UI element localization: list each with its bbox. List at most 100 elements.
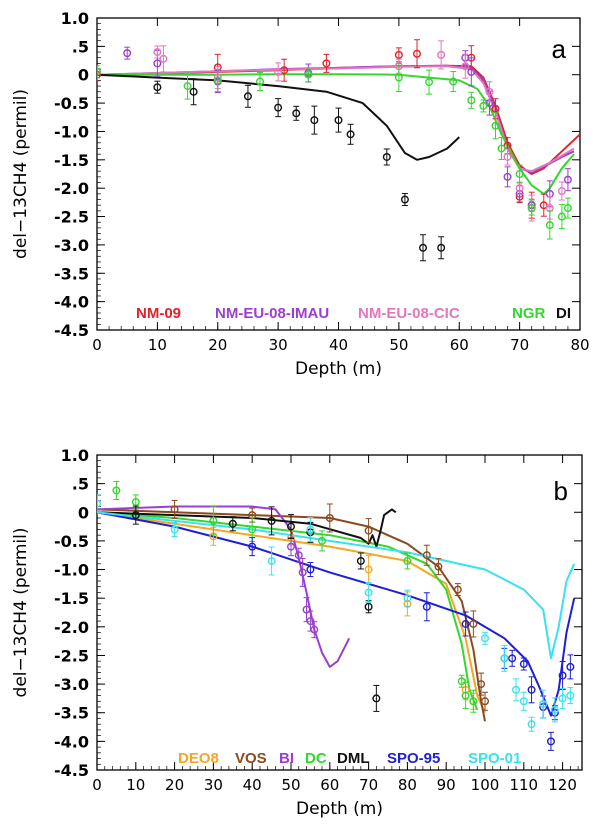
y-tick-label: -4.5: [54, 321, 89, 340]
y-tick-label: 0: [78, 66, 89, 85]
data-point: [287, 542, 296, 551]
data-point: [183, 82, 192, 91]
data-point: [515, 184, 524, 193]
data-point: [346, 130, 355, 139]
data-point: [274, 67, 283, 76]
y-tick-label: -1.0: [54, 561, 89, 580]
data-point: [382, 152, 391, 161]
y-tick-label: -3.0: [54, 236, 89, 255]
series-line-spo-95: [97, 511, 576, 717]
data-point: [422, 551, 431, 560]
data-point: [356, 556, 365, 565]
y-tick-label: -1.5: [54, 589, 89, 608]
data-point: [545, 221, 554, 230]
data-point: [558, 671, 567, 680]
y-tick-label: -0.5: [54, 94, 89, 113]
data-point: [503, 152, 512, 161]
data-point: [97, 499, 101, 508]
data-point: [131, 511, 140, 520]
x-tick-label: 20: [208, 336, 227, 354]
data-point: [563, 204, 572, 213]
data-point: [491, 121, 500, 130]
y-tick-label: -4.5: [54, 761, 89, 780]
data-point: [527, 720, 536, 729]
data-point: [274, 103, 283, 112]
y-tick-label: -0.5: [54, 532, 89, 551]
chart-panel-a: 1.0 .5 0 -0.5 -1.0 -1.5 -2.0 -2.5 -3.0 -3.5 -4.0 -4…: [0, 0, 611, 410]
data-point: [287, 522, 296, 531]
data-point: [515, 169, 524, 178]
data-point: [131, 497, 140, 506]
y-tick-label: -3.5: [54, 704, 89, 723]
y-axis-label: del−13CH4 (permil): [11, 89, 31, 259]
series-line-dc: [97, 511, 479, 711]
plot-area: [97, 39, 580, 262]
data-point: [434, 562, 443, 571]
data-point: [306, 617, 315, 626]
data-point: [527, 685, 536, 694]
y-tick-label: 1.0: [61, 446, 89, 465]
data-point: [412, 49, 421, 58]
y-tick-label: -4.0: [54, 732, 89, 751]
series-line-ngr: [97, 73, 575, 195]
data-point: [558, 694, 567, 703]
data-point: [469, 619, 478, 628]
data-point: [213, 76, 222, 85]
y-tick-label: 0: [78, 503, 89, 522]
x-tick-label: 40: [243, 776, 262, 794]
x-tick-label: 30: [204, 776, 223, 794]
data-point: [394, 73, 403, 82]
y-tick-label: 1.0: [61, 9, 89, 28]
data-point: [372, 694, 381, 703]
legend-entry-nm-eu-08-imau: NM-EU-08-IMAU: [215, 305, 329, 322]
data-point: [550, 705, 559, 714]
legend-entry-bi: BI: [279, 750, 294, 767]
data-point: [419, 243, 428, 252]
x-tick-label: 60: [320, 776, 339, 794]
data-point: [310, 116, 319, 125]
data-point: [189, 87, 198, 96]
x-tick-label: 80: [570, 336, 589, 354]
data-point: [566, 691, 575, 700]
legend-entry-vos: VOS: [235, 750, 267, 767]
y-axis-label: del−13CH4 (permil): [11, 528, 31, 698]
data-point: [557, 212, 566, 221]
data-point: [461, 691, 470, 700]
data-point: [153, 83, 162, 92]
data-point: [306, 565, 315, 574]
plot-area: [97, 481, 576, 751]
x-tick-label: 60: [450, 336, 469, 354]
y-tick-label: -1.5: [54, 151, 89, 170]
x-tick-label: 40: [329, 336, 348, 354]
data-point: [500, 654, 509, 663]
legend-entry-nm-09: NM-09: [136, 305, 181, 322]
data-point: [461, 62, 470, 71]
data-point: [485, 87, 494, 96]
y-tick-label: -2.0: [54, 618, 89, 637]
series-line-dml: [97, 508, 397, 548]
data-point: [403, 594, 412, 603]
x-tick-label: 80: [398, 776, 417, 794]
data-point: [557, 187, 566, 196]
data-point: [310, 625, 319, 634]
chart-b: 1.0 .5 0 -0.5 -1.0 -1.5 -2.0 -2.5 -3.0 -3.5 -4.0 -4…: [11, 446, 583, 819]
data-point: [153, 48, 162, 57]
data-point: [248, 525, 257, 534]
legend-entry-nm-eu-08-cic: NM-EU-08-CIC: [358, 305, 460, 322]
data-point: [334, 116, 343, 125]
data-point: [97, 70, 101, 79]
data-point: [364, 588, 373, 597]
y-tick-label: .5: [72, 37, 89, 56]
data-point: [546, 737, 555, 746]
data-point: [364, 526, 373, 535]
data-point: [302, 605, 311, 614]
x-tick-label: 20: [165, 776, 184, 794]
x-tick-label: 0: [92, 776, 102, 794]
data-point: [519, 697, 528, 706]
data-point: [228, 519, 237, 528]
data-point: [209, 516, 218, 525]
data-point: [267, 556, 276, 565]
data-point: [306, 525, 315, 534]
legend-entry-deo8: DEO8: [178, 750, 219, 767]
data-point: [453, 585, 462, 594]
